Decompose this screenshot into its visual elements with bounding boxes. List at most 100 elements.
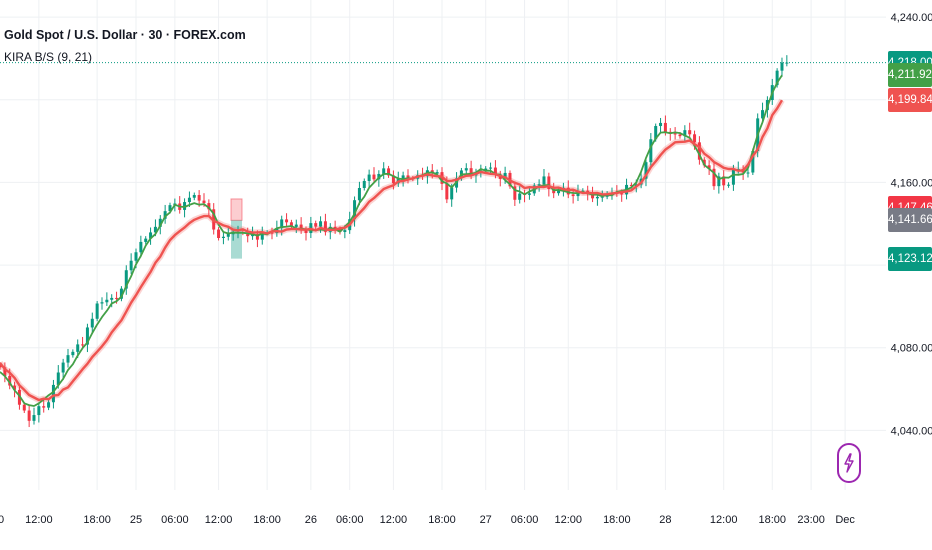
price-tag-zone-low: 4,123.12 — [888, 246, 932, 271]
candle-body — [187, 197, 191, 203]
candle-body — [712, 168, 716, 187]
x-tick-label: Dec — [835, 514, 855, 526]
moving-averages — [0, 74, 784, 407]
y-tick-label: 4,160.00 — [891, 177, 932, 189]
candle-body — [761, 110, 765, 119]
candle-body — [255, 234, 259, 240]
candle-body — [450, 187, 454, 200]
candle-body — [149, 232, 153, 239]
price-tag-zone-mid: 4,141.66 — [888, 208, 932, 233]
candle-body — [202, 200, 206, 204]
candle-body — [659, 122, 663, 127]
candle-body — [280, 219, 284, 229]
candle-body — [100, 302, 104, 304]
candle-body — [547, 176, 551, 190]
candle-body — [780, 62, 784, 71]
x-tick-label: 12:00 — [25, 514, 53, 526]
x-tick-label: 18:00 — [83, 514, 111, 526]
candle-body — [731, 169, 735, 185]
x-tick-label: 18:00 — [428, 514, 456, 526]
candle-body — [260, 232, 264, 240]
candle-body — [319, 221, 323, 227]
x-tick-label: 06:00 — [511, 514, 539, 526]
candle-body — [401, 175, 405, 180]
slow-ma-glow — [0, 98, 785, 403]
candle-body — [153, 226, 157, 233]
slow-ma-line — [0, 99, 784, 402]
candle-body — [406, 175, 410, 179]
candle-body — [353, 200, 357, 220]
candle-body — [338, 228, 342, 233]
candle-body — [644, 162, 648, 179]
candle-body — [163, 211, 167, 219]
candle-body — [367, 174, 371, 181]
candle-body — [557, 190, 561, 194]
candle-body — [119, 288, 123, 299]
x-tick-label: 06:00 — [336, 514, 364, 526]
candle-body — [503, 172, 507, 179]
x-tick-label: 26 — [305, 514, 317, 526]
x-tick-label: 12:00 — [205, 514, 233, 526]
candle-body — [144, 238, 148, 242]
candle-body — [37, 406, 41, 416]
candle-body — [372, 174, 376, 180]
candle-body — [323, 221, 327, 232]
candle-body — [221, 236, 225, 239]
candle-body — [27, 410, 31, 421]
candle-body — [90, 318, 94, 328]
indicator-legend[interactable]: KIRA B/S (9, 21) — [4, 50, 93, 64]
bolt-glyph — [844, 453, 854, 473]
x-tick-label: 27 — [480, 514, 492, 526]
candle-body — [270, 232, 274, 234]
candle-body — [591, 194, 595, 199]
lightning-bolt-icon[interactable] — [837, 443, 861, 483]
y-tick-label: 4,240.00 — [891, 12, 932, 24]
symbol-title: Gold Spot / U.S. Dollar · 30 · FOREX.com — [4, 28, 246, 42]
y-tick-label: 4,080.00 — [891, 343, 932, 355]
candle-body — [22, 404, 26, 411]
candle-body — [746, 172, 750, 174]
candle-body — [484, 168, 488, 171]
candle-body — [51, 384, 55, 403]
candle-body — [168, 205, 172, 212]
candle-body — [47, 402, 51, 408]
candle-body — [382, 168, 386, 174]
price-axis: 4,040.00 4,080.00 4,160.00 4,240.00 — [891, 12, 932, 437]
candle-body — [518, 193, 522, 200]
candle-body — [435, 172, 439, 174]
candle-body — [566, 187, 570, 195]
x-tick-label: 18:00 — [603, 514, 631, 526]
candle-body — [115, 297, 119, 299]
candle-body — [32, 415, 36, 421]
candle-body — [571, 194, 575, 197]
signal-zone-upper — [230, 198, 243, 221]
candle-body — [13, 385, 17, 390]
candle-body — [183, 202, 187, 210]
candle-body — [76, 344, 80, 352]
candle-body — [289, 222, 293, 227]
candle-body — [0, 364, 2, 368]
candle-body — [158, 218, 162, 227]
candle-body — [391, 175, 395, 184]
chart-grid — [0, 0, 886, 490]
candle-body — [629, 184, 633, 187]
candle-body — [105, 299, 109, 303]
candle-body — [56, 372, 60, 385]
y-tick-label: 4,040.00 — [891, 425, 932, 437]
price-tag-slow-ma: 4,199.84 — [888, 88, 932, 113]
slow-ma-shadow — [0, 98, 785, 403]
candle-body — [445, 183, 449, 200]
candle-body — [717, 176, 721, 187]
candle-body — [595, 196, 599, 199]
candle-body — [697, 142, 701, 160]
candle-body — [3, 367, 7, 377]
candle-body — [464, 168, 468, 171]
candle-body — [66, 355, 70, 363]
candle-body — [197, 195, 201, 201]
candle-body — [294, 224, 298, 227]
candle-body — [217, 229, 221, 239]
candle-body — [343, 230, 347, 233]
candle-body — [357, 188, 361, 201]
x-tick-label: 12:00 — [380, 514, 408, 526]
